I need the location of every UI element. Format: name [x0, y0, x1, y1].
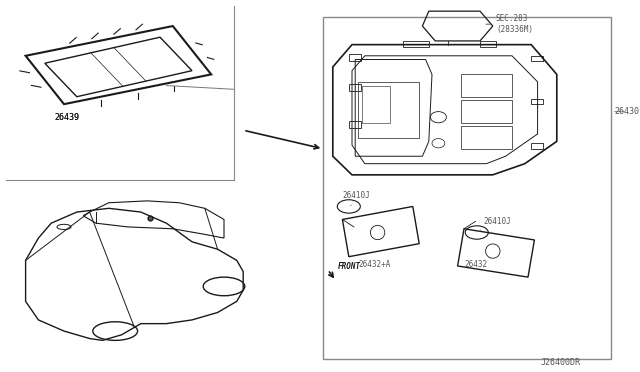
Text: J26400DR: J26400DR [541, 357, 581, 366]
Text: 26439: 26439 [54, 113, 79, 122]
Text: SEC.283
(28336M): SEC.283 (28336M) [486, 15, 533, 34]
Text: 26432: 26432 [465, 260, 488, 269]
Text: 26439: 26439 [54, 113, 79, 122]
Text: 26430: 26430 [614, 107, 639, 116]
Text: 26410J: 26410J [342, 191, 370, 206]
Text: 26410J: 26410J [481, 217, 511, 230]
Text: 26432+A: 26432+A [358, 260, 391, 269]
Text: FRONT: FRONT [338, 262, 361, 271]
